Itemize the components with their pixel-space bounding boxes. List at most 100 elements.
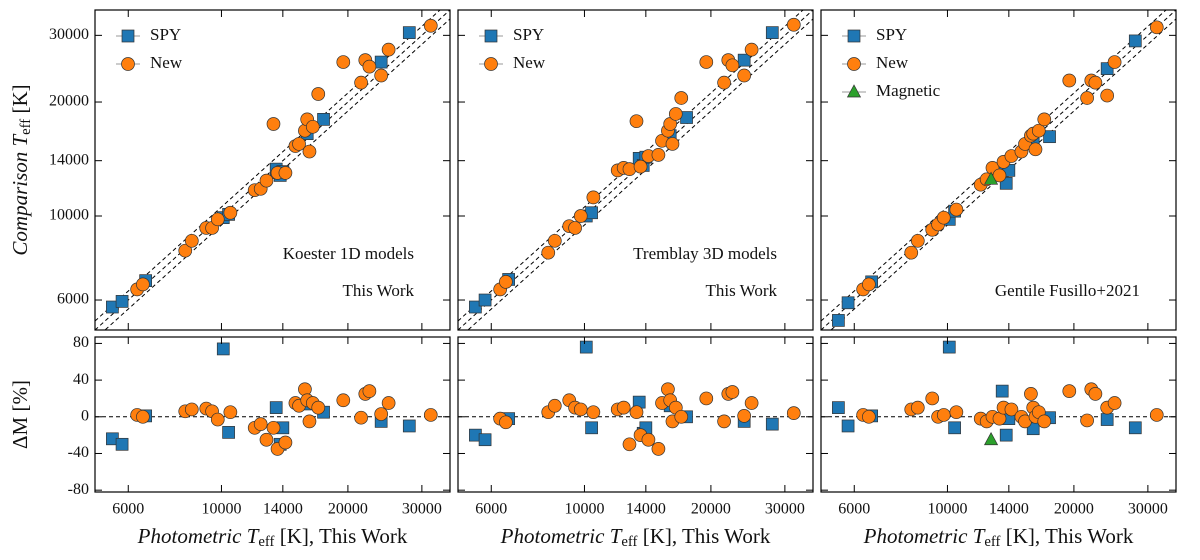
x-tick-label: 20000 [691, 501, 731, 518]
circle-marker [1037, 414, 1052, 429]
square-marker [222, 426, 235, 439]
circle-marker [336, 55, 351, 69]
x-tick-label: 14000 [989, 501, 1029, 518]
circle-marker [499, 415, 513, 430]
circle-marker [184, 233, 199, 248]
circle-marker [305, 119, 320, 134]
circle-marker [1100, 88, 1115, 103]
x-tick-label: 30000 [765, 501, 805, 518]
circle-marker [1149, 20, 1164, 35]
circle-marker [910, 400, 925, 415]
circle-marker [949, 405, 964, 420]
circle-marker [936, 210, 951, 225]
circle-marker [725, 385, 740, 399]
square-marker [1100, 413, 1114, 426]
square-marker [115, 295, 129, 308]
circle-marker [292, 137, 306, 151]
legend-marker [121, 57, 135, 71]
square-marker [402, 419, 416, 433]
triangle-marker [983, 171, 999, 185]
circle-marker [278, 166, 293, 180]
square-marker [585, 421, 598, 435]
circle-marker [633, 159, 648, 174]
x-tick-label: 14000 [626, 501, 666, 518]
y-axis-label: Comparison Teff [K] [8, 84, 35, 255]
y-tick-label: -40 [68, 444, 89, 461]
circle-marker [541, 245, 556, 260]
circle-marker [1080, 91, 1094, 105]
x-axis-label: Photometric Teff [K], This Work [500, 524, 771, 551]
square-marker [478, 293, 492, 307]
circle-marker [354, 75, 368, 90]
circle-marker [674, 91, 689, 105]
circle-marker [381, 42, 396, 57]
plot-area [458, 340, 813, 456]
y-axis-label: ΔM [%] [8, 380, 32, 449]
circle-marker [136, 409, 150, 424]
square-marker [216, 342, 230, 356]
legend-label: SPY [513, 25, 544, 44]
circle-marker [1037, 112, 1052, 127]
plot-area [458, 10, 813, 330]
legend-label: New [150, 53, 183, 72]
plot-area [821, 340, 1176, 446]
circle-marker [651, 148, 666, 162]
legend-marker [847, 29, 861, 43]
reference-line [467, 18, 813, 330]
circle-marker [862, 409, 876, 424]
square-marker [402, 26, 416, 39]
x-axis-label: Photometric Teff [K], This Work [137, 524, 408, 551]
x-tick-label: 10000 [201, 501, 241, 518]
circle-marker [616, 400, 631, 415]
x-tick-label: 20000 [328, 501, 368, 518]
circle-marker [259, 173, 274, 188]
legend-label: New [876, 53, 909, 72]
circle-marker [568, 221, 582, 235]
square-marker [737, 53, 751, 67]
circle-marker [641, 432, 656, 447]
y-tick-label: 40 [73, 371, 89, 388]
circle-marker [1088, 387, 1103, 401]
y-tick-label: 6000 [57, 291, 89, 308]
circle-marker [725, 58, 740, 73]
circle-marker [547, 398, 562, 413]
circle-marker [586, 190, 601, 205]
square-marker [1043, 130, 1056, 144]
annotation: This Work [705, 281, 777, 300]
square-marker [841, 419, 855, 433]
circle-marker [374, 407, 389, 421]
circle-marker [362, 59, 377, 74]
circle-marker [717, 414, 731, 429]
circle-marker [210, 412, 225, 427]
circle-marker [1031, 123, 1046, 138]
circle-marker [1062, 73, 1077, 88]
legend-marker [847, 57, 861, 71]
legend-marker [121, 29, 135, 43]
circle-marker [904, 245, 919, 260]
circle-marker [423, 408, 438, 422]
circle-marker [744, 42, 759, 57]
square-marker [579, 340, 593, 354]
circle-marker [302, 414, 317, 429]
annotation: Koester 1D models [283, 244, 414, 263]
circle-marker [1107, 55, 1122, 69]
y-tick-label: 14000 [49, 151, 89, 168]
legend-marker [846, 84, 862, 98]
circle-marker [744, 396, 759, 410]
legend-label: SPY [876, 25, 907, 44]
circle-marker [925, 391, 940, 406]
x-axis-label: Photometric Teff [K], This Work [863, 524, 1134, 551]
x-tick-label: 30000 [1128, 501, 1168, 518]
circle-marker [910, 233, 925, 248]
annotation: This Work [342, 281, 414, 300]
circle-marker [573, 402, 588, 417]
circle-marker [862, 277, 876, 292]
circle-marker [354, 410, 368, 425]
circle-marker [1004, 402, 1019, 417]
square-marker [374, 55, 388, 69]
square-marker [317, 113, 330, 126]
reference-line [95, 10, 441, 322]
circle-marker [374, 68, 389, 83]
circle-marker [949, 202, 964, 217]
